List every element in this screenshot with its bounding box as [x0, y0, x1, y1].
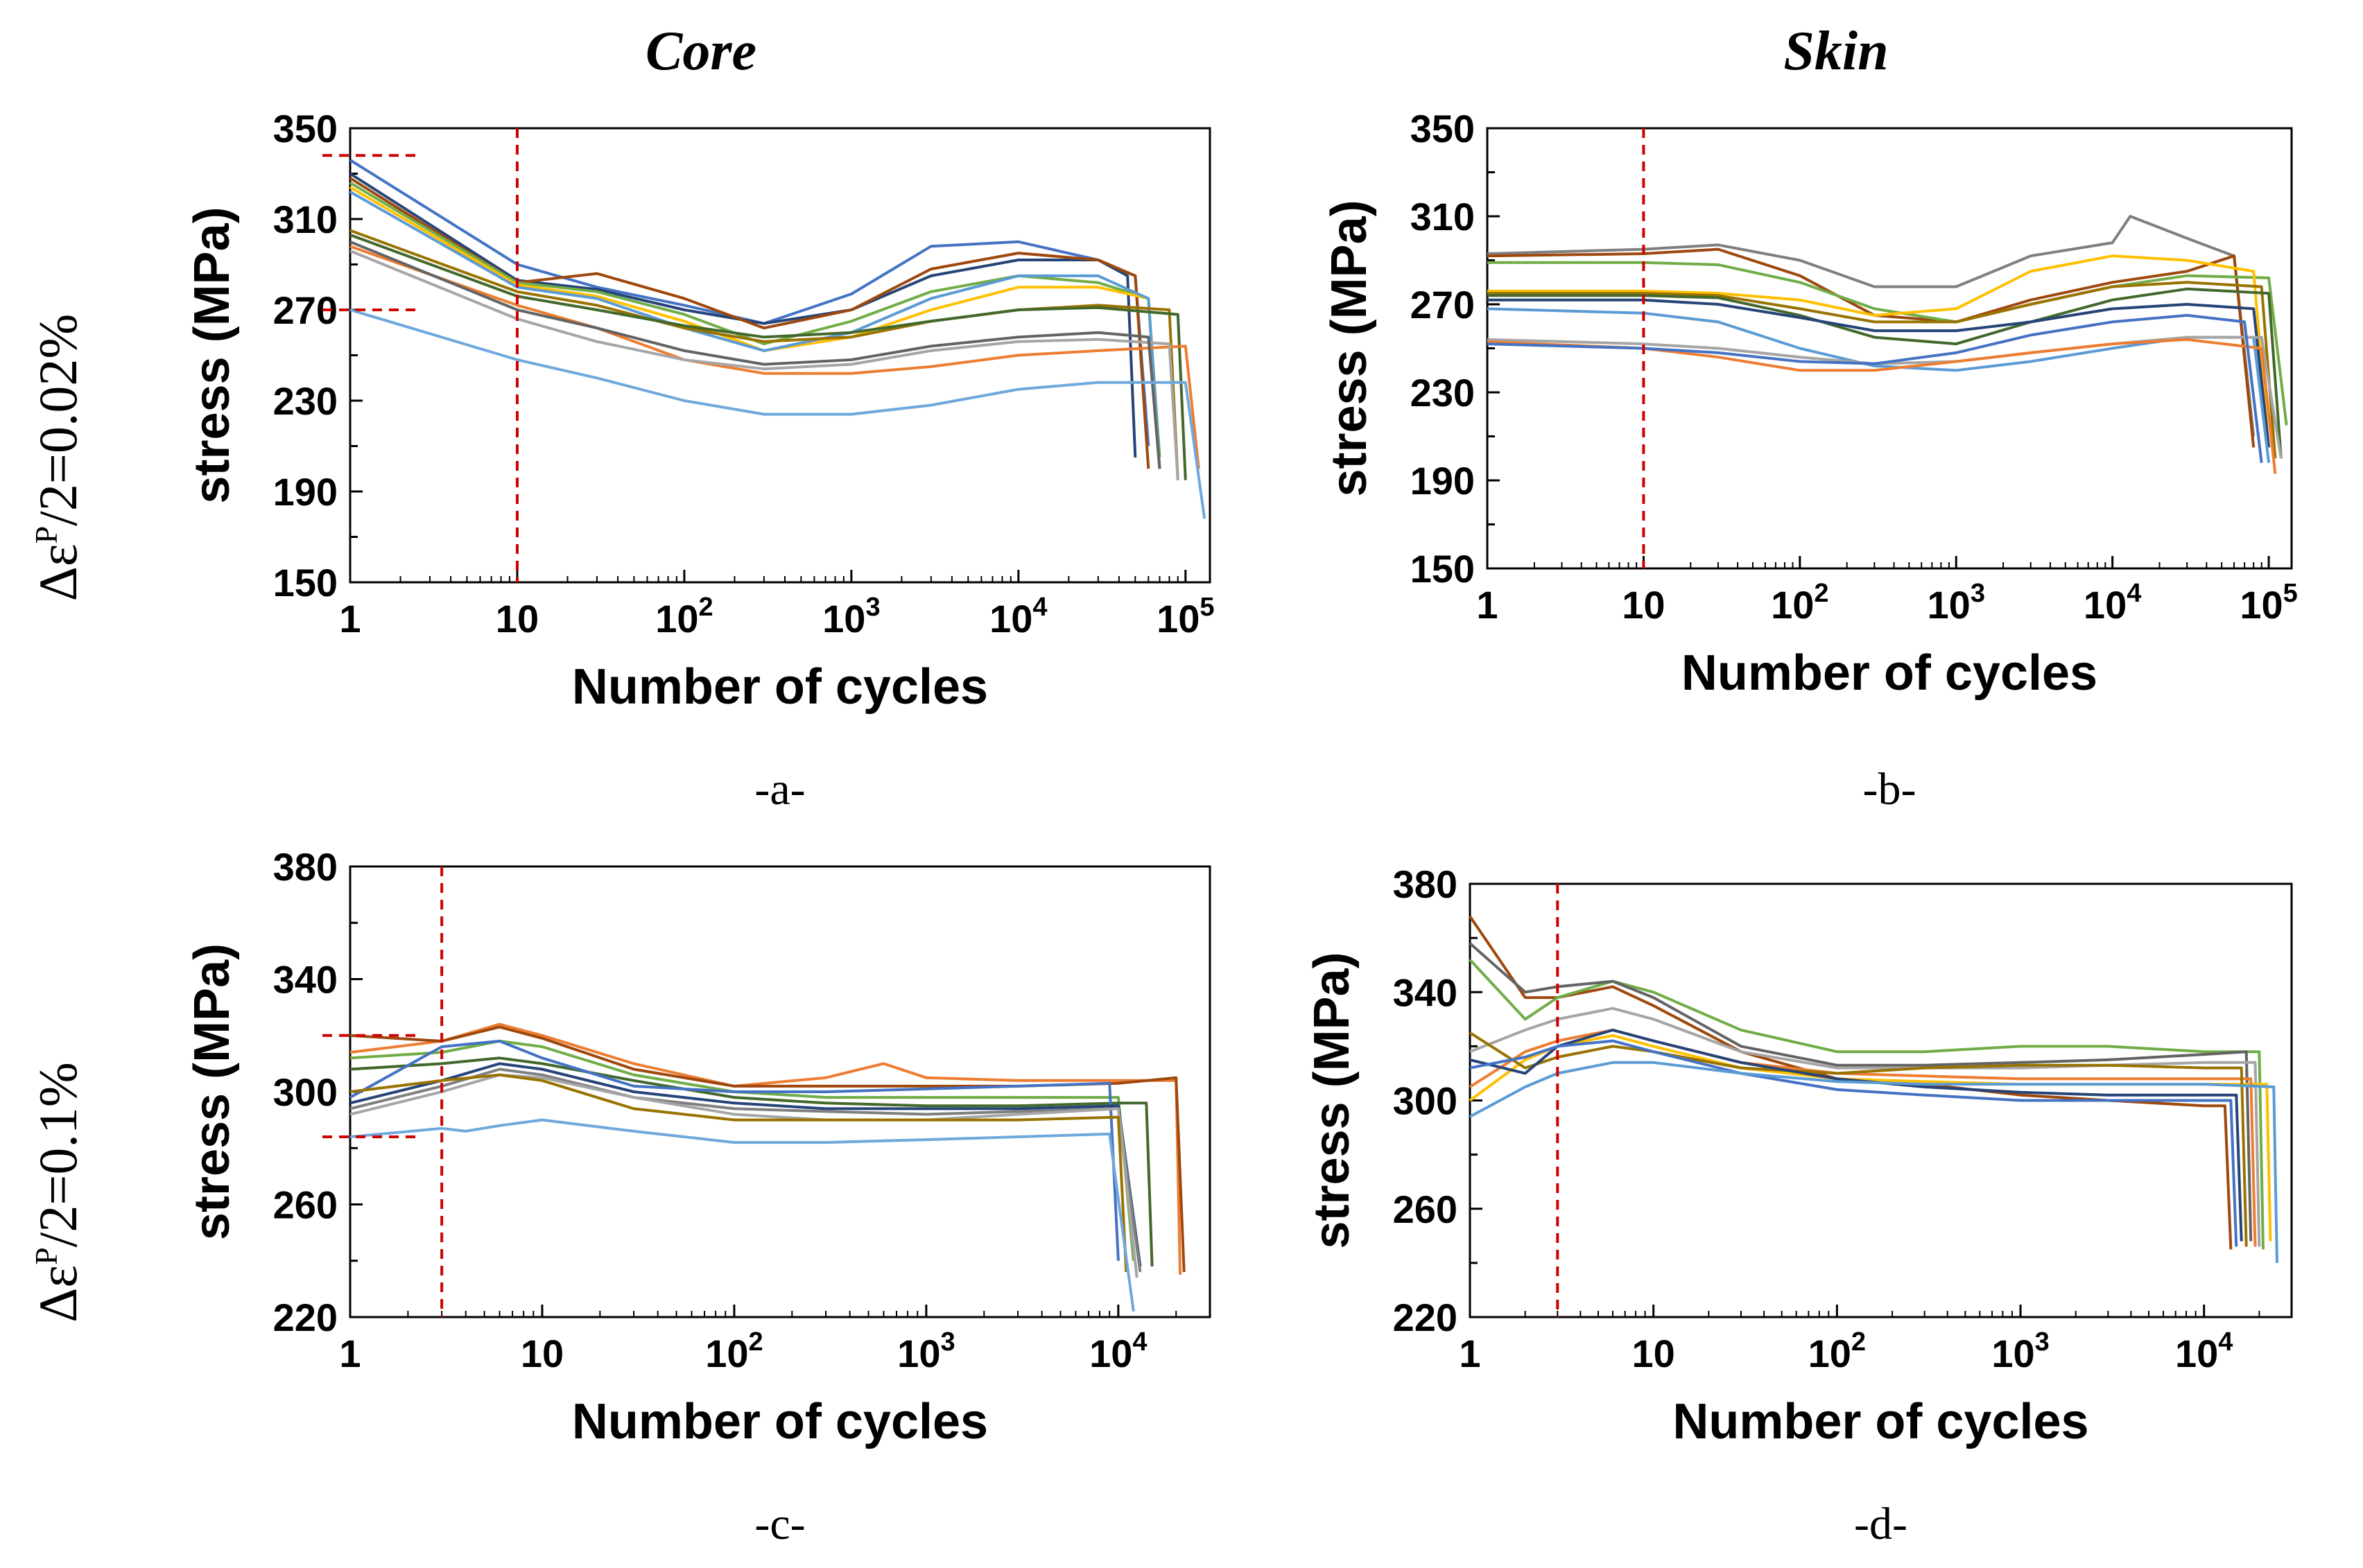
y-axis-title: stress (MPa): [184, 943, 240, 1240]
x-tick-label: 103: [897, 1327, 955, 1375]
x-tick-label: 104: [1089, 1327, 1147, 1375]
y-tick-label: 350: [1410, 107, 1475, 150]
y-tick-label: 340: [1393, 970, 1457, 1014]
chart-panel-b: 150 190 230 270 310 350 1 10 102 103 104 105 Number …: [1322, 107, 2298, 815]
series-line-6: [1487, 287, 2283, 459]
y-axis-title: stress (MPa): [1304, 952, 1360, 1248]
panel-caption: -b-: [1863, 764, 1916, 815]
x-tick-label: 10: [1622, 583, 1665, 627]
y-axis-title: stress (MPa): [184, 207, 240, 503]
x-axis-title: Number of cycles: [572, 1394, 988, 1449]
series-line-7: [349, 1068, 1142, 1273]
series-line-10: [349, 250, 1179, 480]
x-tick-label: 10: [521, 1332, 564, 1375]
y-tick-label: 220: [273, 1296, 338, 1339]
chart-panel-d: 220 260 300 340 380 1 10 102 103 104 Number of cyc…: [1304, 862, 2293, 1549]
y-tick-label: 220: [1393, 1296, 1457, 1339]
series-line-6: [349, 190, 1161, 469]
y-tick-label: 150: [273, 561, 338, 604]
x-tick-label: 104: [2175, 1327, 2233, 1375]
series-line-5: [349, 186, 1161, 469]
series-line-7: [1487, 298, 2271, 448]
series-line-8: [349, 234, 1187, 480]
x-tick-label: 1: [1459, 1332, 1480, 1375]
chart-panel-c: 220 260 300 340 380 1 10 102 103 104 Number of cyc…: [184, 845, 1211, 1549]
y-tick-label: 340: [273, 958, 338, 1002]
y-tick-label: 150: [1410, 547, 1475, 591]
y-tick-label: 300: [273, 1070, 338, 1114]
y-tick-label: 230: [1410, 371, 1475, 415]
series-line-9: [349, 245, 1200, 469]
series-line-6: [349, 1062, 1142, 1267]
series-line-8: [349, 1073, 1139, 1278]
series-line-9: [1469, 1039, 2238, 1247]
x-tick-label: 102: [1771, 579, 1828, 627]
y-tick-label: 190: [273, 470, 338, 514]
x-tick-label: 1: [1476, 583, 1498, 627]
x-axis-title: Number of cycles: [1672, 1394, 2088, 1449]
x-tick-label: 10: [496, 597, 539, 641]
y-tick-label: 270: [1410, 283, 1475, 326]
panel-caption: -a-: [754, 764, 805, 815]
x-tick-label: 103: [1928, 579, 1985, 627]
row-label-0.1: ΔεP/2=0.1%: [28, 1062, 88, 1323]
y-tick-label: 230: [273, 379, 338, 423]
series-line-2: [1469, 959, 2265, 1250]
series-line-9: [1487, 336, 2283, 459]
series-line-2: [349, 172, 1137, 458]
x-tick-label: 103: [1991, 1327, 2049, 1375]
series-line-11: [1487, 313, 2263, 463]
x-tick-label: 103: [822, 593, 880, 641]
panel-caption: -c-: [754, 1499, 805, 1549]
x-tick-label: 1: [339, 597, 361, 641]
series-line-1: [1487, 215, 2256, 437]
x-axis-title: Number of cycles: [1681, 645, 2097, 701]
panel-caption: -d-: [1854, 1499, 1907, 1549]
x-tick-label: 102: [705, 1327, 763, 1375]
x-tick-label: 104: [2084, 579, 2141, 627]
series-line-11: [349, 240, 1161, 469]
plot-frame: [349, 127, 1211, 584]
x-tick-label: 105: [2240, 579, 2297, 627]
series-line-4: [349, 1056, 1154, 1266]
x-axis-title: Number of cycles: [572, 659, 988, 715]
y-tick-label: 310: [273, 198, 338, 241]
column-title-core: Core: [646, 21, 756, 82]
series-line-4: [1487, 254, 2271, 448]
series-line-9: [349, 1073, 1128, 1273]
x-tick-label: 102: [655, 593, 713, 641]
series-line-5: [1487, 281, 2277, 459]
y-tick-label: 380: [1393, 862, 1457, 906]
series-line-1: [349, 159, 1150, 446]
series-line-10: [349, 1118, 1135, 1312]
y-tick-label: 260: [273, 1183, 338, 1227]
x-tick-label: 105: [1157, 593, 1214, 641]
column-title-skin: Skin: [1783, 21, 1888, 82]
series-line-8: [1469, 1028, 2243, 1242]
row-label-0.02: ΔεP/2=0.02%: [28, 314, 88, 602]
x-tick-label: 104: [989, 593, 1047, 641]
y-tick-label: 310: [1410, 195, 1475, 238]
series-line-4: [349, 181, 1161, 458]
series-line-10: [1487, 338, 2277, 474]
series-line-6: [1469, 1028, 2257, 1247]
series-line-1: [349, 1022, 1182, 1275]
y-tick-label: 300: [1393, 1079, 1457, 1123]
series-line-3: [349, 177, 1150, 469]
series-line-7: [349, 229, 1179, 480]
x-tick-label: 10: [1632, 1332, 1675, 1375]
x-tick-label: 1: [339, 1332, 361, 1375]
y-tick-label: 350: [273, 107, 338, 150]
series-line-5: [349, 1039, 1120, 1261]
x-tick-label: 102: [1808, 1327, 1866, 1375]
y-tick-label: 260: [1393, 1187, 1457, 1231]
series-line-2: [349, 1025, 1186, 1273]
series-line-12: [349, 308, 1206, 519]
y-tick-label: 380: [273, 845, 338, 889]
y-tick-label: 190: [1410, 459, 1475, 503]
y-axis-title: stress (MPa): [1322, 200, 1377, 496]
